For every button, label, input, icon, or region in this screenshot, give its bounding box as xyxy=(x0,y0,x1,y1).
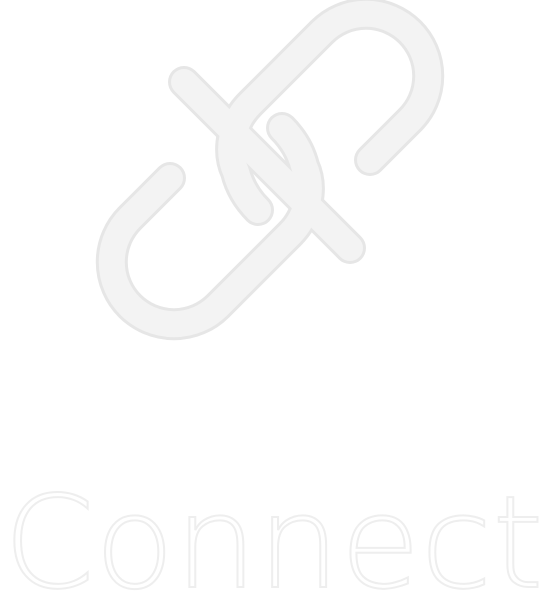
broken-chain-link-icon xyxy=(95,0,445,341)
connect-label: Connect xyxy=(4,469,544,602)
connect-label-container: Connect xyxy=(0,440,547,602)
